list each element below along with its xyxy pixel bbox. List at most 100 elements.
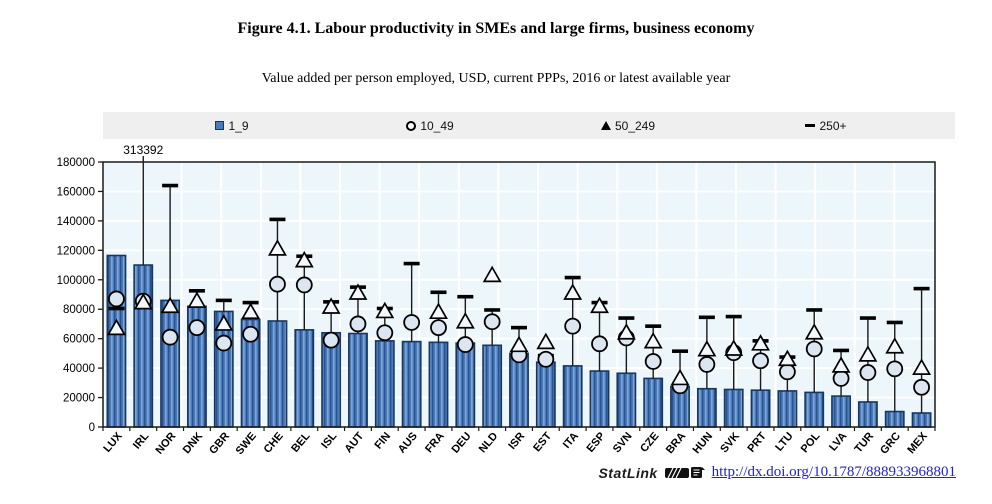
marker-triangle-CZE (643, 331, 663, 349)
legend-item-10_49: 10_49 (331, 119, 529, 133)
marker-triangle-BEL (294, 250, 314, 268)
marker-dash-SVN (618, 316, 635, 320)
bar-BEL (294, 329, 315, 428)
marker-triangle-DNK (187, 291, 207, 308)
y-tick-label: 180000 (57, 157, 95, 169)
x-tick-label: EST (531, 430, 554, 454)
marker-circle-ISL (322, 331, 340, 349)
marker-triangle-GBR (214, 314, 234, 331)
bar-IRL (133, 264, 154, 428)
marker-triangle-PRT (751, 334, 771, 351)
marker-dash-LVA (833, 348, 850, 353)
marker-dash-TUR (859, 316, 876, 320)
marker-dash-MEX (913, 286, 930, 291)
bar-EST (535, 361, 556, 428)
bar-TUR (857, 401, 878, 428)
x-tick-label: LTU (773, 430, 795, 454)
x-tick-label: LUX (101, 430, 125, 455)
marker-triangle-BRA (670, 368, 690, 386)
marker-circle-FIN (376, 324, 394, 342)
x-tick-label: LVA (827, 430, 849, 453)
figure-subtitle: Value added per person employed, USD, cu… (261, 71, 731, 86)
marker-triangle-LVA (831, 356, 851, 373)
marker-triangle-SWE (241, 302, 261, 320)
legend-label: 50_249 (614, 118, 656, 133)
bar-LVA (831, 395, 851, 428)
bar-SVN (616, 372, 637, 428)
marker-circle-NLD (483, 313, 501, 331)
bar-PRT (750, 389, 771, 428)
marker-dash-NLD (484, 308, 501, 312)
x-tick-label: DNK (181, 430, 206, 456)
marker-circle-POL (805, 340, 823, 358)
marker-triangle-FIN (375, 301, 395, 319)
x-tick-label: SVN (611, 430, 635, 455)
marker-circle-DEU (456, 336, 474, 353)
marker-triangle-EST (536, 332, 556, 350)
marker-triangle-FRA (429, 302, 448, 320)
marker-circle-PRT (752, 352, 769, 370)
x-tick-label: SWE (234, 430, 259, 457)
statlink-footer: StatLink http://dx.doi.org/10.1787/88893… (0, 464, 956, 481)
marker-dash-LUX (108, 306, 125, 311)
marker-circle-FRA (430, 319, 447, 337)
marker-dash-HUN (698, 315, 715, 320)
offscale-value-label: 313392 (123, 143, 163, 157)
marker-dash-BRA (672, 349, 689, 353)
bar-AUT (348, 332, 368, 428)
y-tick-label: 20000 (63, 393, 95, 405)
x-tick-label: CZE (638, 430, 661, 455)
x-tick-label: SVK (718, 430, 742, 455)
legend-item-250+: 250+ (727, 119, 925, 133)
x-tick-label: IRL (131, 430, 152, 452)
marker-dash-CZE (645, 324, 662, 328)
statlink-url[interactable]: http://dx.doi.org/10.1787/888933968801 (711, 464, 956, 480)
dash-marker-icon (805, 123, 816, 128)
marker-circle-GRC (886, 360, 904, 378)
marker-circle-AUS (403, 314, 421, 331)
circle-marker-icon (406, 120, 417, 131)
marker-dash-ISR (511, 325, 527, 330)
marker-circle-NOR (161, 328, 179, 346)
statlink-label: StatLink (598, 464, 658, 481)
x-tick-label: MEX (905, 430, 930, 456)
marker-circle-DNK (188, 319, 206, 337)
marker-triangle-DEU (455, 312, 475, 329)
marker-circle-AUT (349, 315, 367, 333)
x-tick-label: TUR (852, 430, 876, 455)
marker-dash-NOR (162, 183, 179, 188)
marker-triangle-TUR (858, 345, 878, 362)
bar-FIN (374, 340, 395, 428)
marker-circle-EST (537, 350, 555, 368)
statlink-icon (664, 466, 705, 478)
marker-triangle-ESP (590, 296, 609, 314)
marker-triangle-MEX (912, 358, 932, 375)
x-tick-label: ITA (561, 430, 581, 451)
bar-FRA (428, 341, 449, 428)
marker-dash-ITA (564, 275, 581, 280)
marker-circle-ESP (591, 335, 608, 353)
marker-circle-ITA (564, 317, 582, 335)
marker-dash-SVK (725, 314, 742, 319)
marker-circle-BEL (295, 276, 313, 294)
marker-triangle-HUN (697, 339, 717, 357)
marker-triangle-POL (804, 323, 824, 340)
x-tick-label: ISL (319, 430, 339, 451)
x-tick-label: NOR (153, 430, 178, 456)
bar-DEU (455, 342, 476, 428)
triangle-marker-icon (600, 121, 611, 130)
x-tick-label: BRA (664, 430, 689, 456)
x-tick-label: ESP (584, 430, 607, 455)
x-tick-label: CHE (262, 430, 286, 456)
marker-circle-SWE (242, 325, 260, 343)
marker-triangle-SVN (616, 323, 636, 340)
x-tick-label: ISR (506, 430, 527, 452)
x-tick-label: AUS (396, 430, 420, 456)
marker-triangle-NOR (160, 296, 180, 314)
x-tick-label: POL (799, 430, 823, 455)
plot-border (102, 161, 936, 428)
marker-circle-GBR (215, 334, 233, 352)
marker-dash-DEU (457, 294, 474, 299)
bar-NLD (482, 344, 503, 428)
